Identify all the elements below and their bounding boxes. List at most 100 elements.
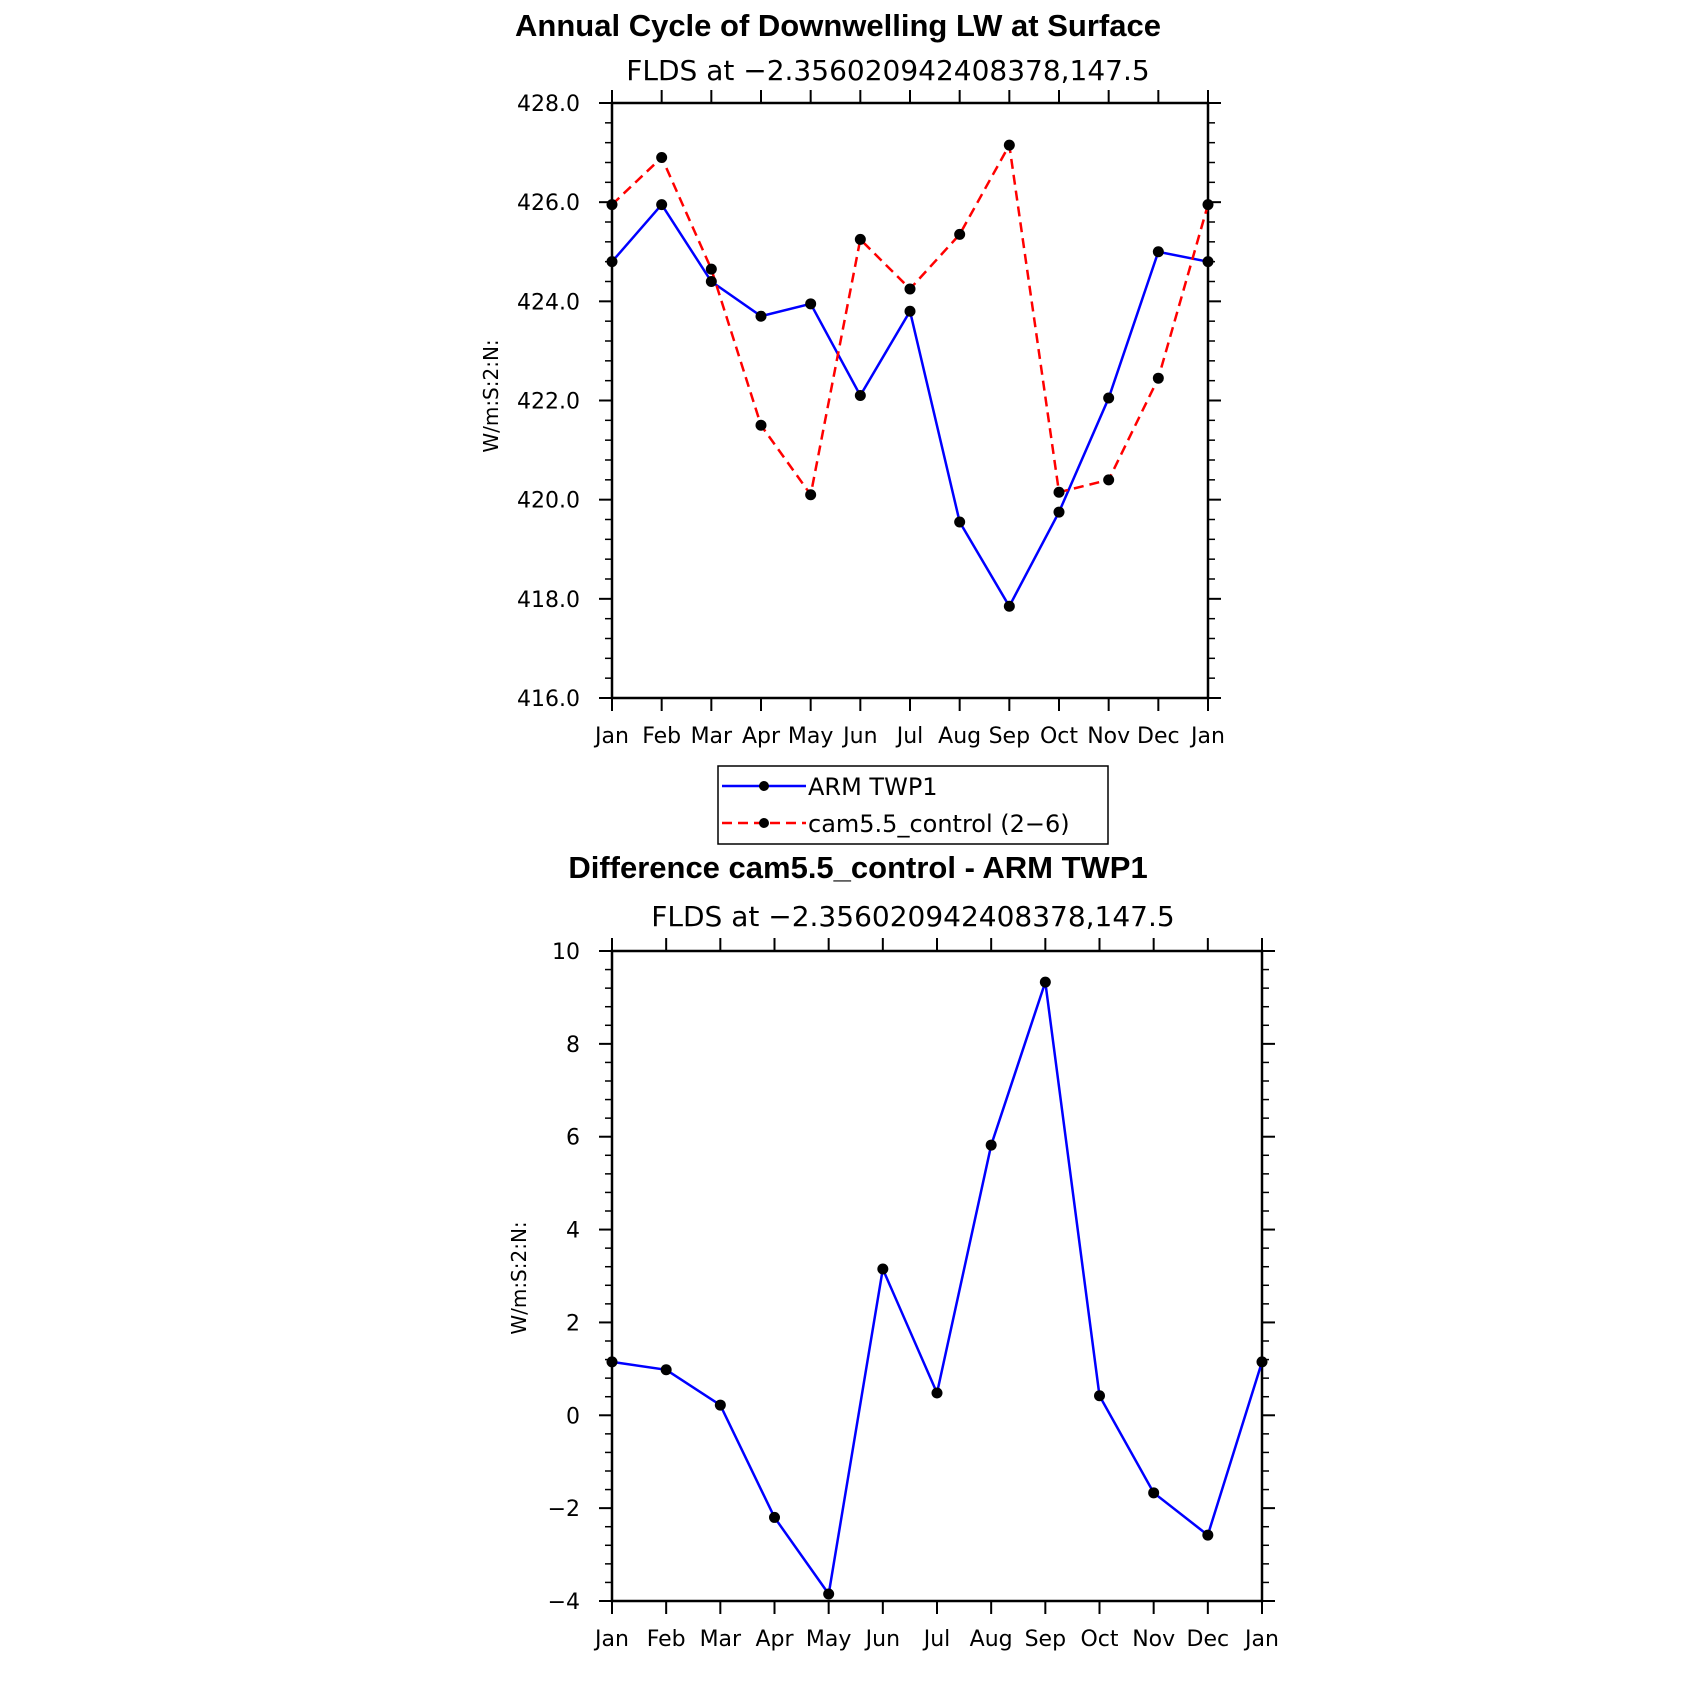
y-tick-label: 6 [566, 1126, 580, 1151]
x-tick-label: Aug [970, 1627, 1013, 1652]
data-point [823, 1588, 835, 1600]
y-tick-label: −4 [548, 1590, 580, 1615]
x-tick-label: Mar [691, 724, 733, 749]
axis-ticks: Jan Feb Mar Apr May Jun Jul Aug Sep Oct Nov Dec Jan−… [548, 938, 1279, 1652]
y-tick-label: 424.0 [517, 290, 580, 315]
data-point [705, 263, 717, 275]
x-tick-label: Sep [1025, 1627, 1066, 1652]
data-point [904, 283, 916, 295]
data-point [755, 419, 767, 431]
chart-annual-cycle: Annual Cycle of Downwelling LW at Surfac… [479, 8, 1225, 749]
data-point [1103, 392, 1115, 404]
y-tick-label: 4 [566, 1219, 580, 1244]
x-tick-label: Nov [1087, 724, 1130, 749]
series-line [611, 202, 1209, 609]
data-point [854, 390, 866, 402]
x-tick-label: Jun [841, 724, 877, 749]
y-axis-label: W/m:S:2:N: [479, 339, 503, 452]
series-layer [606, 976, 1268, 1600]
data-point [954, 228, 966, 240]
x-tick-label: Feb [642, 724, 681, 749]
y-tick-label: 2 [566, 1311, 580, 1336]
x-tick-label: Nov [1132, 1627, 1175, 1652]
x-tick-label: Mar [700, 1627, 742, 1652]
data-point [805, 489, 817, 501]
data-point [656, 199, 668, 211]
legend-label-arm: ARM TWP1 [808, 773, 938, 801]
y-tick-label: 426.0 [517, 191, 580, 216]
series-line [611, 981, 1264, 1598]
y-tick-label: 420.0 [517, 489, 580, 514]
plot-frame [610, 101, 1210, 700]
data-point [904, 305, 916, 317]
x-tick-label: Jan [1189, 724, 1225, 749]
x-tick-label: Apr [755, 1627, 794, 1652]
data-point [1152, 246, 1164, 258]
x-tick-label: Oct [1040, 724, 1078, 749]
data-point [755, 310, 767, 322]
x-tick-label: Aug [938, 724, 981, 749]
data-point [606, 1356, 618, 1368]
chart-difference: Difference cam5.5_control - ARM TWP1 FLD… [507, 850, 1279, 1652]
x-tick-label: Jan [593, 724, 629, 749]
plot-frame [610, 949, 1264, 1603]
data-point [606, 256, 618, 268]
x-tick-label: Jun [864, 1627, 900, 1652]
chart-subtitle: FLDS at −2.356020942408378,147.5 [626, 54, 1149, 87]
series-layer [606, 139, 1214, 612]
y-tick-label: 416.0 [517, 687, 580, 712]
y-tick-label: 422.0 [517, 390, 580, 415]
legend-box [717, 765, 1109, 845]
x-tick-label: Apr [742, 724, 781, 749]
data-point [985, 1139, 997, 1151]
data-point [931, 1387, 943, 1399]
x-tick-label: Dec [1137, 724, 1180, 749]
y-tick-label: 8 [566, 1033, 580, 1058]
data-point [1148, 1487, 1160, 1499]
data-point [1003, 139, 1015, 151]
chart-subtitle: FLDS at −2.356020942408378,147.5 [651, 900, 1174, 933]
data-point [1152, 372, 1164, 384]
data-point [1053, 506, 1065, 518]
axis-ticks: Jan Feb Mar Apr May Jun Jul Aug Sep Oct Nov Dec Jan 4… [517, 90, 1225, 749]
legend-marker-arm [759, 781, 769, 791]
series-line [611, 141, 1210, 498]
y-tick-label: 0 [566, 1404, 580, 1429]
legend: ARM TWP1 cam5.5_control (2−6) [717, 765, 1109, 845]
data-point [1202, 256, 1214, 268]
data-point [854, 233, 866, 245]
data-point [1202, 1529, 1214, 1541]
data-point [805, 298, 817, 310]
legend-label-cam: cam5.5_control (2−6) [808, 810, 1070, 838]
x-tick-label: Feb [647, 1627, 686, 1652]
data-point [769, 1511, 780, 1523]
y-tick-label: 418.0 [517, 588, 580, 613]
data-point [1039, 976, 1051, 988]
y-tick-label: −2 [548, 1497, 580, 1522]
x-tick-label: Oct [1080, 1627, 1118, 1652]
data-point [714, 1399, 726, 1411]
y-tick-label: 10 [552, 940, 580, 965]
x-tick-label: Jul [922, 1627, 951, 1652]
data-point [954, 516, 966, 528]
data-point [660, 1364, 672, 1376]
data-point [1094, 1390, 1105, 1402]
y-tick-label: 428.0 [517, 92, 580, 117]
legend-marker-cam [759, 818, 769, 828]
x-tick-label: Sep [989, 724, 1030, 749]
x-tick-label: May [788, 724, 833, 749]
data-point [1202, 199, 1214, 211]
y-axis-label: W/m:S:2:N: [507, 1221, 531, 1334]
x-tick-label: May [806, 1627, 851, 1652]
chart-title: Difference cam5.5_control - ARM TWP1 [568, 850, 1147, 885]
x-tick-label: Jul [895, 724, 924, 749]
data-point [877, 1263, 889, 1275]
x-tick-label: Dec [1187, 1627, 1230, 1652]
chart-title: Annual Cycle of Downwelling LW at Surfac… [515, 8, 1161, 43]
data-point [1003, 600, 1015, 612]
data-point [656, 152, 668, 164]
data-point [1103, 474, 1115, 486]
data-point [705, 276, 717, 287]
data-point [606, 199, 618, 211]
